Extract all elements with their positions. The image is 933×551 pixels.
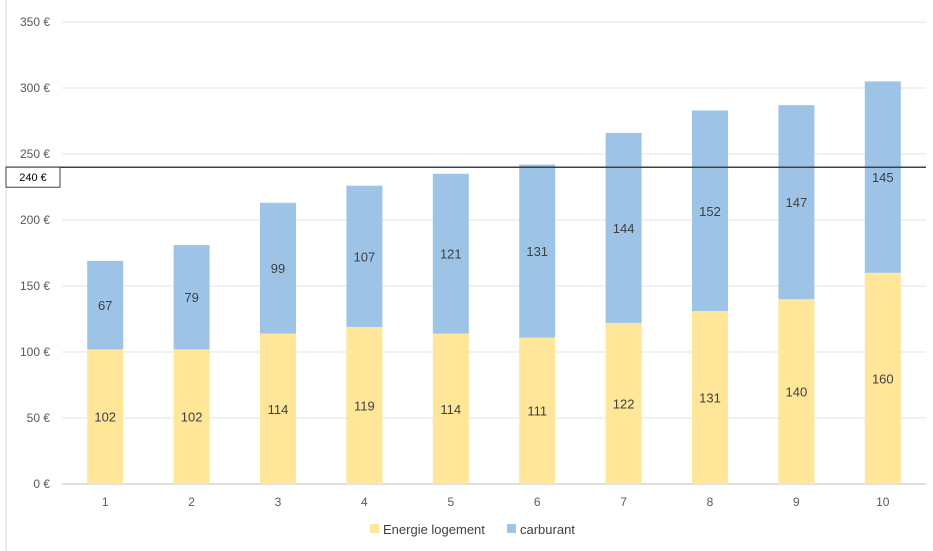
bar-carburant-9: [778, 105, 815, 300]
x-axis-tick-labels: 1 2 3 4 5 6 7 8 9 10: [102, 495, 890, 509]
y-tick-label: 150 €: [20, 279, 50, 293]
x-tick-label: 7: [620, 495, 627, 509]
data-label: 119: [354, 398, 375, 413]
data-label: 111: [527, 404, 547, 419]
reference-label: 240 €: [19, 172, 47, 184]
y-tick-label: 100 €: [20, 345, 50, 359]
data-label: 147: [786, 195, 808, 210]
bar-carburant-2: [173, 245, 210, 350]
data-label: 152: [699, 204, 721, 219]
x-tick-label: 6: [534, 495, 541, 509]
legend-label: Energie logement: [383, 522, 485, 537]
data-label: 114: [440, 402, 461, 417]
x-tick-label: 8: [707, 495, 714, 509]
data-label: 140: [786, 385, 808, 400]
bar-carburant-5: [432, 173, 469, 334]
data-label: 114: [268, 402, 289, 417]
legend-swatch-carburant: [507, 524, 516, 533]
data-label: 131: [699, 391, 721, 406]
y-axis-tick-labels: 0 € 50 € 100 € 150 € 200 € 250 € 300 € 350 €: [20, 15, 50, 491]
bar-carburant-1: [87, 260, 124, 350]
bar-energie-logement-1: [87, 349, 124, 484]
legend-label: carburant: [520, 522, 575, 537]
legend: Energie logement carburant: [370, 522, 575, 537]
bar-energie-logement-10: [864, 272, 901, 484]
x-tick-label: 4: [361, 495, 368, 509]
x-tick-label: 9: [793, 495, 800, 509]
data-label: 160: [872, 371, 894, 386]
bar-energie-logement-3: [260, 333, 296, 484]
reference-line: 240 €: [5, 166, 926, 188]
bar-energie-logement-4: [346, 326, 383, 484]
bar-carburant-4: [346, 185, 383, 327]
data-label: 144: [613, 221, 635, 236]
data-label: 99: [271, 261, 285, 276]
data-labels: 102 67 102 79 114 99 119 107 114 121 111 131 122 144 1…: [94, 170, 893, 425]
legend-swatch-energie-logement: [370, 524, 379, 533]
bar-energie-logement-6: [519, 337, 556, 484]
bar-energie-logement-5: [432, 333, 469, 484]
y-tick-label: 250 €: [20, 147, 50, 161]
bar-energie-logement-7: [605, 322, 642, 484]
y-tick-label: 0 €: [33, 477, 50, 491]
y-tick-label: 300 €: [20, 81, 50, 95]
data-label: 79: [184, 290, 198, 305]
data-label: 121: [440, 247, 462, 262]
data-label: 131: [526, 244, 548, 259]
data-label: 67: [98, 298, 112, 313]
y-tick-label: 200 €: [20, 213, 50, 227]
data-label: 122: [613, 396, 635, 411]
data-label: 107: [354, 249, 376, 264]
x-tick-label: 3: [275, 495, 282, 509]
x-tick-label: 10: [876, 495, 890, 509]
bar-energie-logement-8: [692, 311, 728, 484]
y-tick-label: 350 €: [20, 15, 50, 29]
bar-carburant-8: [692, 110, 728, 312]
bar-carburant-3: [260, 202, 296, 334]
y-tick-label: 50 €: [27, 411, 51, 425]
reference-label-box: [5, 166, 61, 188]
x-tick-label: 5: [447, 495, 454, 509]
bars: [87, 81, 901, 484]
data-label: 102: [181, 410, 203, 425]
x-tick-label: 2: [188, 495, 195, 509]
data-label: 102: [94, 410, 116, 425]
bar-carburant-7: [605, 132, 642, 323]
bar-carburant-10: [864, 81, 901, 273]
bar-carburant-6: [519, 164, 556, 338]
x-tick-label: 1: [102, 495, 109, 509]
bar-energie-logement-9: [778, 299, 815, 484]
bar-energie-logement-2: [173, 349, 210, 484]
data-label: 145: [872, 170, 894, 185]
